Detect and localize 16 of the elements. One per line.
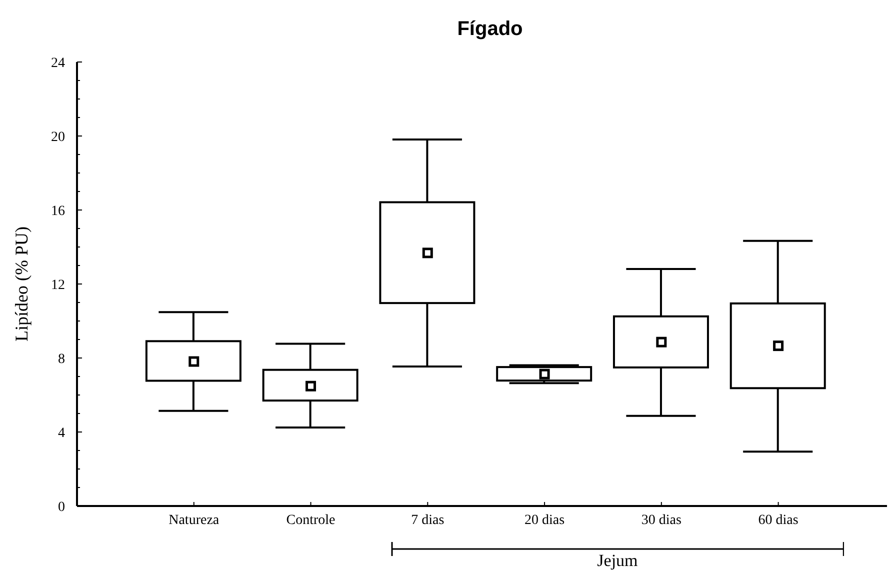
y-tick-label: 12 xyxy=(51,278,65,293)
y-tick-label: 16 xyxy=(51,204,65,219)
x-tick-label: 20 dias xyxy=(524,512,565,528)
x-tick-label: 60 dias xyxy=(758,512,798,528)
y-tick-label: 0 xyxy=(58,500,65,515)
x-tick-label: 30 dias xyxy=(641,512,682,528)
y-tick-label: 20 xyxy=(51,130,65,145)
y-axis-title: Lipídeo (% PU) xyxy=(12,226,32,342)
x-tick-label: Controle xyxy=(286,512,336,528)
chart-title: Fígado xyxy=(456,18,524,41)
text: Jejum xyxy=(596,551,639,571)
x-tick-label: 7 dias xyxy=(411,512,444,528)
y-tick-label: 8 xyxy=(58,352,65,367)
y-tick-label: 4 xyxy=(58,426,65,441)
y-tick-label: 24 xyxy=(51,56,65,71)
x-tick-label: Natureza xyxy=(168,512,220,528)
